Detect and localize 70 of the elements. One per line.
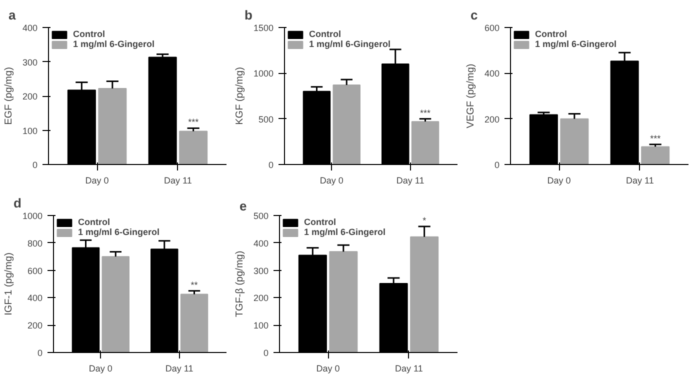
y-tick-label: 400 <box>27 293 43 304</box>
x-tick-label: Day 11 <box>626 176 654 186</box>
bar <box>332 84 360 164</box>
y-tick-label: 500 <box>258 114 274 124</box>
y-tick-label: 200 <box>253 293 269 304</box>
bar <box>179 130 208 164</box>
chart-title: c <box>470 8 478 22</box>
x-tick-label: Day 0 <box>316 364 340 374</box>
y-tick-label: 1500 <box>253 23 274 33</box>
x-tick-label: Day 11 <box>395 364 423 374</box>
legend-label: Control <box>535 29 567 39</box>
bar <box>102 256 130 352</box>
y-tick-label: 300 <box>22 57 38 68</box>
legend-label: 1 mg/ml 6-Gingerol <box>535 39 617 49</box>
x-tick-label: Day 0 <box>88 364 112 374</box>
bar <box>411 121 440 164</box>
y-tick-label: 800 <box>27 238 43 248</box>
x-tick-label: Day 0 <box>547 176 571 186</box>
y-axis-title: TGF-β (pg/mg) <box>234 250 246 318</box>
bar <box>329 251 358 352</box>
annotation: *** <box>420 108 432 118</box>
chart-title: b <box>244 8 252 22</box>
y-axis-title: IGF-1 (pg/mg) <box>3 252 14 316</box>
annotation: * <box>422 215 427 226</box>
legend-label: 1 mg/ml 6-Gingerol <box>73 39 155 49</box>
x-tick-label: Day 0 <box>85 176 109 186</box>
x-tick-label: Day 11 <box>164 176 192 186</box>
legend-label: Control <box>78 217 110 227</box>
y-tick-label: 600 <box>27 266 43 276</box>
y-tick-label: 0 <box>37 348 43 358</box>
y-tick-label: 200 <box>27 320 43 331</box>
bar <box>641 146 670 164</box>
bar <box>560 118 589 164</box>
bar <box>180 294 208 352</box>
annotation: *** <box>188 117 200 128</box>
legend-label: Control <box>309 29 341 39</box>
bar <box>98 88 127 164</box>
x-tick-label: Day 11 <box>165 364 194 374</box>
bar <box>410 236 439 352</box>
y-axis-title: VEGF (pg/mg) <box>465 64 476 128</box>
chart-title: e <box>240 198 247 214</box>
y-tick-label: 0 <box>494 160 500 170</box>
y-tick-label: 1000 <box>253 68 274 79</box>
chart-title: d <box>14 196 22 210</box>
y-tick-label: 100 <box>22 126 38 136</box>
y-tick-label: 200 <box>484 114 500 124</box>
legend-label: 1 mg/ml 6-Gingerol <box>304 227 386 237</box>
y-tick-label: 400 <box>22 23 38 33</box>
y-tick-label: 300 <box>253 266 269 276</box>
y-tick-label: 400 <box>484 68 500 79</box>
y-tick-label: 100 <box>253 320 269 331</box>
y-axis-title: KGF (pg/mg) <box>234 67 246 125</box>
y-tick-label: 200 <box>22 92 38 102</box>
y-axis-title: EGF (pg/mg) <box>3 67 14 125</box>
legend-label: 1 mg/ml 6-Gingerol <box>309 39 391 49</box>
y-tick-label: 0 <box>268 160 274 170</box>
x-tick-label: Day 0 <box>320 176 344 186</box>
legend-label: 1 mg/ml 6-Gingerol <box>78 227 160 237</box>
y-tick-label: 500 <box>253 211 269 221</box>
y-tick-label: 400 <box>253 238 269 248</box>
legend-label: Control <box>304 217 336 227</box>
y-tick-label: 0 <box>32 160 38 170</box>
legend-label: Control <box>73 29 105 39</box>
annotation: ** <box>190 280 198 290</box>
chart-title: a <box>8 8 16 22</box>
y-tick-label: 1000 <box>22 211 43 221</box>
y-tick-label: 0 <box>263 348 269 358</box>
y-tick-label: 600 <box>484 23 500 33</box>
annotation: *** <box>650 133 662 144</box>
x-tick-label: Day 11 <box>396 176 424 186</box>
